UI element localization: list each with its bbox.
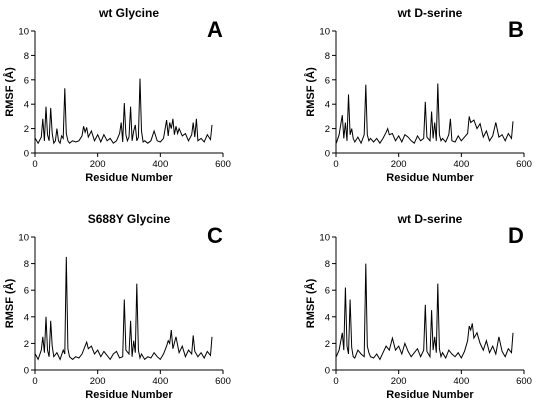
panel-letter: C — [207, 223, 223, 248]
y-tick-label: 10 — [319, 27, 330, 38]
x-axis-label: Residue Number — [386, 172, 474, 184]
y-axis-label: RMSF (Å) — [304, 67, 317, 117]
y-tick-label: 10 — [18, 27, 29, 38]
y-tick-label: 0 — [24, 366, 29, 377]
y-tick-label: 4 — [24, 312, 29, 323]
y-axis-label: RMSF (Å) — [3, 278, 16, 328]
panel-letter: D — [508, 223, 524, 248]
x-tick-label: 200 — [90, 159, 106, 170]
x-tick-label: 200 — [391, 159, 407, 170]
x-axis-label: Residue Number — [85, 389, 173, 401]
y-tick-label: 4 — [325, 100, 330, 111]
y-tick-label: 2 — [325, 124, 330, 135]
chart-title: wt Glycine — [98, 6, 159, 20]
y-tick-label: 0 — [24, 149, 29, 160]
rmsf-trace — [34, 78, 213, 145]
y-tick-label: 8 — [24, 51, 29, 62]
y-tick-label: 2 — [24, 124, 29, 135]
x-tick-label: 0 — [32, 376, 37, 387]
x-tick-label: 0 — [333, 159, 338, 170]
panel-letter: B — [508, 17, 524, 42]
x-tick-label: 200 — [391, 376, 407, 387]
rmsf-trace — [335, 83, 514, 145]
panel-d: wt D-serine D 0 2 4 6 8 10 0 200 400 600 Residue Num… — [304, 212, 532, 401]
panel-letter: A — [207, 17, 223, 42]
rmsf-trace — [34, 256, 213, 361]
y-tick-label: 4 — [24, 100, 29, 111]
x-axis-label: Residue Number — [386, 389, 474, 401]
y-tick-label: 10 — [319, 233, 330, 244]
y-tick-label: 4 — [325, 312, 330, 323]
x-tick-label: 200 — [90, 376, 106, 387]
chart-title: wt D-serine — [397, 6, 463, 20]
x-tick-label: 600 — [516, 159, 532, 170]
panel-b: wt D-serine B 0 2 4 6 8 10 0 200 400 600 Residue Num… — [304, 6, 532, 184]
rmsf-trace — [335, 263, 514, 361]
x-tick-label: 600 — [516, 376, 532, 387]
x-tick-label: 400 — [152, 376, 168, 387]
y-tick-label: 10 — [18, 233, 29, 244]
chart-title: wt D-serine — [397, 212, 463, 226]
y-axis-label: RMSF (Å) — [3, 67, 16, 117]
y-tick-label: 2 — [325, 339, 330, 350]
y-tick-label: 8 — [325, 51, 330, 62]
y-tick-label: 6 — [325, 75, 330, 86]
panel-a: wt Glycine A 0 2 4 6 8 10 0 200 400 600 Residue Numb… — [3, 6, 231, 184]
y-tick-label: 8 — [325, 259, 330, 270]
y-tick-label: 0 — [325, 366, 330, 377]
x-tick-label: 0 — [32, 159, 37, 170]
y-axis-label: RMSF (Å) — [304, 278, 317, 328]
y-tick-label: 6 — [325, 286, 330, 297]
x-tick-label: 400 — [152, 159, 168, 170]
chart-title: S688Y Glycine — [88, 212, 171, 226]
x-tick-label: 400 — [453, 159, 469, 170]
x-tick-label: 400 — [453, 376, 469, 387]
y-tick-label: 6 — [24, 286, 29, 297]
x-tick-label: 0 — [333, 376, 338, 387]
x-axis-label: Residue Number — [85, 172, 173, 184]
y-tick-label: 0 — [325, 149, 330, 160]
y-tick-label: 2 — [24, 339, 29, 350]
x-tick-label: 600 — [215, 159, 231, 170]
y-tick-label: 6 — [24, 75, 29, 86]
panel-c: S688Y Glycine C 0 2 4 6 8 10 0 200 400 600 Residue N… — [3, 212, 231, 401]
y-tick-label: 8 — [24, 259, 29, 270]
x-tick-label: 600 — [215, 376, 231, 387]
